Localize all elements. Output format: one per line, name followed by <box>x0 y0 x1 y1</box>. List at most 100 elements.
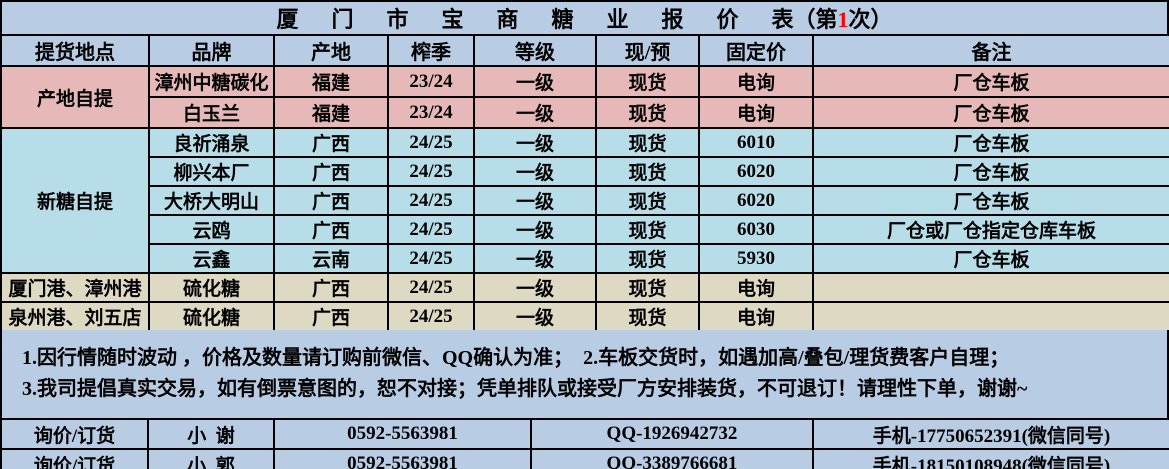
table-row: 产地自提 漳州中糖碳化 福建 23/24 一级 现货 电询 厂仓车板 <box>0 65 1169 129</box>
col-header-remark: 备注 <box>812 34 1169 67</box>
table-row: 白玉兰 福建 23/24 一级 现货 电询 厂仓车板 <box>1 96 1169 129</box>
fixed-price-cell: 电询 <box>698 272 814 303</box>
contact-name-cell: 小 郭 <box>147 448 275 469</box>
season-cell: 24/25 <box>387 243 475 274</box>
remark-cell: 厂仓或厂仓指定仓库车板 <box>812 214 1169 245</box>
spot-presale-cell: 现货 <box>595 185 700 216</box>
table-row: 新糖自提 良祈涌泉 广西 24/25 一级 现货 6010 厂仓车板 <box>0 127 1169 274</box>
grade-cell: 一级 <box>473 185 597 216</box>
col-header-origin: 产地 <box>273 34 389 67</box>
qq-cell: QQ-1926942732 <box>530 418 814 450</box>
remark-cell: 厂仓车板 <box>812 127 1169 158</box>
note-line-2: 3.我司提倡真实交易，如有倒票意图的，恕不对接；凭单排队或接受厂方安排装货，不可… <box>22 378 1028 400</box>
grade-cell: 一级 <box>473 272 597 303</box>
spot-presale-cell: 现货 <box>595 96 700 129</box>
contact-name-cell: 小 谢 <box>147 418 275 450</box>
header-row: 提货地点 品牌 产地 榨季 等级 现/预 固定价 备注 <box>0 34 1169 67</box>
brand-cell: 良祈涌泉 <box>148 127 275 158</box>
fixed-price-cell: 6010 <box>698 127 814 158</box>
grade-cell: 一级 <box>473 127 597 158</box>
spot-presale-cell: 现货 <box>595 65 700 98</box>
inquiry-label-cell: 询价/订货 <box>0 448 149 469</box>
col-header-grade: 等级 <box>473 34 597 67</box>
grade-cell: 一级 <box>473 65 597 98</box>
contact-table: 询价/订货 小 谢 0592-5563981 QQ-1926942732 手机-… <box>0 418 1169 469</box>
table-row: 厦门港、漳州港 硫化糖 广西 24/25 一级 现货 电询 <box>0 272 1169 303</box>
issue-number: 1 <box>837 7 849 32</box>
table-row: 泉州港、刘五店 硫化糖 广西 24/25 一级 现货 电询 <box>0 301 1169 332</box>
fixed-price-cell: 6020 <box>698 156 814 187</box>
spot-presale-cell: 现货 <box>595 127 700 158</box>
pickup-location-cell: 厦门港、漳州港 <box>0 272 150 303</box>
brand-cell: 柳兴本厂 <box>148 156 275 187</box>
grade-cell: 一级 <box>473 156 597 187</box>
remark-cell: 厂仓车板 <box>812 243 1169 274</box>
title-paren-close: 次） <box>848 7 893 32</box>
title-main-text: 厦门市宝商糖业报价表 <box>276 7 827 32</box>
notes-block: 1.因行情随时波动 ，价格及数量请订购前微信、QQ确认为准； 2.车板交货时，如… <box>0 330 1169 418</box>
origin-cell: 福建 <box>273 65 389 98</box>
quote-table: 提货地点 品牌 产地 榨季 等级 现/预 固定价 备注 产地自提 漳州中糖碳化 … <box>0 34 1169 332</box>
pickup-location-cell: 产地自提 <box>0 65 150 129</box>
origin-cell: 广西 <box>273 185 389 216</box>
fixed-price-cell: 6030 <box>698 214 814 245</box>
brand-cell: 云鑫 <box>148 243 275 274</box>
brand-cell: 大桥大明山 <box>148 185 275 216</box>
col-header-brand: 品牌 <box>148 34 275 67</box>
fixed-price-cell: 电询 <box>698 65 814 98</box>
origin-cell: 广西 <box>273 301 389 332</box>
remark-cell: 厂仓车板 <box>812 185 1169 216</box>
grade-cell: 一级 <box>473 301 597 332</box>
spot-presale-cell: 现货 <box>595 156 700 187</box>
contact-row: 询价/订货 小 谢 0592-5563981 QQ-1926942732 手机-… <box>0 418 1169 450</box>
origin-cell: 广西 <box>273 272 389 303</box>
spot-presale-cell: 现货 <box>595 301 700 332</box>
season-cell: 24/25 <box>387 272 475 303</box>
table-row: 云鸥 广西 24/25 一级 现货 6030 厂仓或厂仓指定仓库车板 <box>1 214 1169 245</box>
brand-cell: 硫化糖 <box>148 301 275 332</box>
brand-cell: 硫化糖 <box>148 272 275 303</box>
pickup-location-cell: 泉州港、刘五店 <box>0 301 150 332</box>
spot-presale-cell: 现货 <box>595 243 700 274</box>
col-header-pickup-location: 提货地点 <box>0 34 150 67</box>
table-row: 大桥大明山 广西 24/25 一级 现货 6020 厂仓车板 <box>1 185 1169 216</box>
season-cell: 24/25 <box>387 301 475 332</box>
mobile-cell: 手机-17750652391(微信同号) <box>812 418 1169 450</box>
phone-cell: 0592-5563981 <box>273 418 532 450</box>
pickup-location-cell: 新糖自提 <box>0 127 150 274</box>
remark-cell <box>812 272 1169 303</box>
phone-cell: 0592-5563981 <box>273 448 532 469</box>
brand-cell: 云鸥 <box>148 214 275 245</box>
fixed-price-cell: 电询 <box>698 96 814 129</box>
title-paren-open: （第 <box>793 7 838 32</box>
col-header-season: 榨季 <box>387 34 475 67</box>
fixed-price-cell: 5930 <box>698 243 814 274</box>
season-cell: 24/25 <box>387 127 475 158</box>
season-cell: 23/24 <box>387 65 475 98</box>
origin-cell: 广西 <box>273 214 389 245</box>
table-row: 云鑫 云南 24/25 一级 现货 5930 厂仓车板 <box>1 243 1169 274</box>
remark-cell: 厂仓车板 <box>812 156 1169 187</box>
grade-cell: 一级 <box>473 243 597 274</box>
origin-cell: 福建 <box>273 96 389 129</box>
fixed-price-cell: 电询 <box>698 301 814 332</box>
spot-presale-cell: 现货 <box>595 214 700 245</box>
brand-cell: 漳州中糖碳化 <box>148 65 275 98</box>
origin-cell: 广西 <box>273 156 389 187</box>
brand-cell: 白玉兰 <box>148 96 275 129</box>
remark-cell <box>812 301 1169 332</box>
mobile-cell: 手机-18150108948(微信同号) <box>812 448 1169 469</box>
page-title: 厦门市宝商糖业报价表（第1次） <box>0 0 1169 36</box>
title-bar: 厦门市宝商糖业报价表（第1次） <box>0 0 1169 36</box>
contact-row: 询价/订货 小 郭 0592-5563981 QQ-3389766681 手机-… <box>0 448 1169 469</box>
table-row: 柳兴本厂 广西 24/25 一级 现货 6020 厂仓车板 <box>1 156 1169 187</box>
grade-cell: 一级 <box>473 214 597 245</box>
inquiry-label-cell: 询价/订货 <box>0 418 149 450</box>
season-cell: 24/25 <box>387 214 475 245</box>
season-cell: 24/25 <box>387 156 475 187</box>
origin-cell: 云南 <box>273 243 389 274</box>
season-cell: 24/25 <box>387 185 475 216</box>
spot-presale-cell: 现货 <box>595 272 700 303</box>
origin-cell: 广西 <box>273 127 389 158</box>
season-cell: 23/24 <box>387 96 475 129</box>
